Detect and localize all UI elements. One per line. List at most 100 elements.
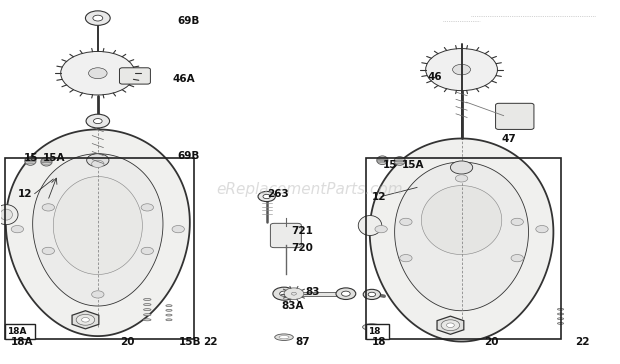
Circle shape	[455, 175, 467, 182]
Text: eReplacementParts.com: eReplacementParts.com	[216, 182, 404, 197]
Bar	[366, 324, 389, 339]
Ellipse shape	[144, 314, 151, 316]
Ellipse shape	[166, 319, 172, 321]
Text: 47: 47	[502, 134, 516, 144]
Circle shape	[42, 204, 55, 211]
Ellipse shape	[0, 205, 18, 225]
Text: 15A: 15A	[402, 159, 424, 170]
Text: 83A: 83A	[281, 301, 303, 311]
Text: 721: 721	[291, 226, 313, 236]
Text: 18: 18	[372, 337, 386, 347]
Circle shape	[400, 254, 412, 262]
Circle shape	[141, 247, 154, 254]
Ellipse shape	[144, 309, 151, 310]
Bar	[284, 292, 343, 296]
Polygon shape	[72, 311, 99, 329]
Ellipse shape	[557, 308, 564, 310]
Text: 46: 46	[428, 72, 442, 82]
Circle shape	[375, 226, 388, 233]
Polygon shape	[370, 138, 554, 341]
Text: 22: 22	[203, 337, 218, 347]
Text: 15A: 15A	[43, 154, 65, 163]
FancyBboxPatch shape	[495, 103, 534, 130]
Circle shape	[336, 288, 356, 300]
Circle shape	[94, 119, 102, 124]
Text: 263: 263	[267, 189, 288, 199]
Circle shape	[511, 254, 523, 262]
Ellipse shape	[394, 157, 405, 165]
Circle shape	[172, 226, 184, 233]
Polygon shape	[395, 162, 528, 311]
Text: 83: 83	[305, 286, 319, 297]
Text: 15: 15	[383, 159, 397, 170]
Circle shape	[446, 323, 454, 328]
Circle shape	[92, 160, 104, 167]
Text: 22: 22	[575, 337, 589, 347]
FancyBboxPatch shape	[120, 68, 151, 84]
Polygon shape	[437, 316, 464, 334]
Text: 720: 720	[291, 243, 313, 253]
Circle shape	[453, 64, 471, 75]
Text: 87: 87	[295, 337, 310, 347]
Text: 12: 12	[18, 189, 32, 199]
Text: 15B: 15B	[179, 337, 202, 347]
Ellipse shape	[363, 324, 381, 330]
Text: 69B: 69B	[177, 151, 200, 161]
Circle shape	[400, 218, 412, 226]
Circle shape	[273, 287, 295, 300]
Polygon shape	[422, 186, 502, 254]
Circle shape	[511, 218, 523, 226]
Ellipse shape	[144, 319, 151, 321]
Circle shape	[263, 194, 270, 199]
Ellipse shape	[275, 334, 293, 340]
Circle shape	[92, 291, 104, 298]
Circle shape	[536, 226, 548, 233]
Bar	[366, 158, 560, 339]
FancyBboxPatch shape	[270, 223, 301, 248]
Text: 18: 18	[368, 327, 381, 336]
Text: 46A: 46A	[172, 74, 195, 84]
Text: 20: 20	[484, 337, 499, 347]
Bar	[5, 324, 35, 339]
Ellipse shape	[166, 305, 172, 306]
Ellipse shape	[166, 314, 172, 316]
Text: 20: 20	[120, 337, 135, 347]
Circle shape	[141, 204, 154, 211]
Ellipse shape	[557, 313, 564, 315]
Circle shape	[89, 68, 107, 79]
Circle shape	[86, 114, 110, 128]
Text: 18A: 18A	[11, 337, 33, 347]
Text: 15: 15	[24, 154, 38, 163]
Text: 69B: 69B	[177, 16, 200, 25]
Circle shape	[291, 292, 296, 295]
Ellipse shape	[144, 298, 151, 301]
Ellipse shape	[166, 309, 172, 311]
Circle shape	[42, 247, 55, 254]
Circle shape	[363, 289, 381, 300]
Circle shape	[441, 320, 459, 331]
Ellipse shape	[41, 157, 52, 166]
Circle shape	[11, 226, 24, 233]
Circle shape	[280, 291, 288, 296]
Ellipse shape	[377, 156, 388, 165]
Circle shape	[342, 291, 350, 296]
Circle shape	[93, 15, 103, 21]
Ellipse shape	[0, 209, 12, 220]
Circle shape	[426, 48, 497, 91]
Ellipse shape	[144, 304, 151, 305]
Ellipse shape	[25, 157, 36, 165]
Ellipse shape	[279, 336, 289, 339]
Polygon shape	[53, 177, 143, 274]
Circle shape	[87, 154, 109, 167]
Ellipse shape	[557, 323, 564, 324]
Circle shape	[61, 51, 135, 95]
Circle shape	[86, 11, 110, 25]
Text: 18A: 18A	[7, 327, 27, 336]
Ellipse shape	[557, 318, 564, 320]
Text: 12: 12	[372, 191, 386, 202]
Circle shape	[284, 288, 304, 300]
Bar	[5, 158, 193, 339]
Circle shape	[368, 292, 376, 297]
Polygon shape	[6, 130, 190, 336]
Circle shape	[450, 161, 472, 174]
